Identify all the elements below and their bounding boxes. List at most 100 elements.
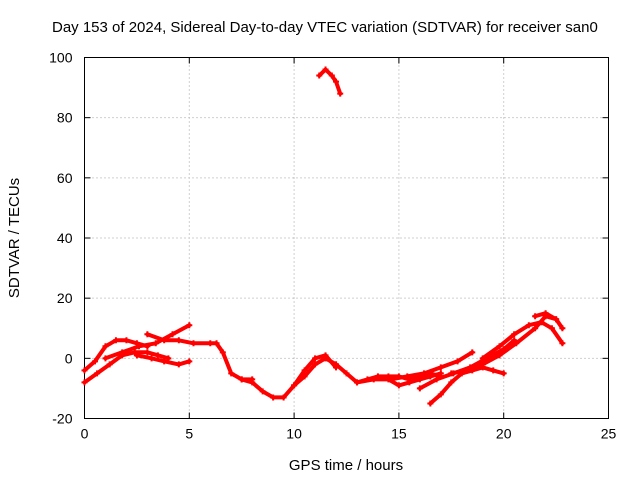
data-point	[94, 370, 101, 377]
data-point	[538, 319, 545, 326]
data-point	[106, 361, 113, 368]
data-point	[559, 325, 566, 332]
data-point	[525, 322, 532, 329]
series-arc-2	[81, 349, 172, 386]
data-point	[479, 361, 486, 368]
data-point	[190, 340, 197, 347]
data-point	[462, 367, 469, 374]
data-point	[427, 400, 434, 407]
y-tick-label: 100	[49, 50, 73, 66]
data-point	[81, 367, 88, 374]
y-tick-label: 80	[57, 110, 73, 126]
x-tick-label: 20	[496, 426, 512, 442]
y-tick-label: 60	[57, 170, 73, 186]
series-line	[145, 332, 255, 382]
data-point	[301, 373, 308, 380]
data-point	[175, 361, 182, 368]
data-point	[404, 373, 411, 380]
data-point	[144, 349, 151, 356]
data-point	[370, 376, 377, 383]
data-point	[353, 379, 360, 386]
data-point	[316, 72, 323, 79]
data-point	[133, 352, 140, 359]
data-point	[144, 331, 151, 338]
data-point	[312, 361, 319, 368]
data-point	[395, 382, 402, 389]
data-point	[238, 376, 245, 383]
data-point	[500, 370, 507, 377]
data-point	[81, 379, 88, 386]
data-point	[186, 358, 193, 365]
grid	[84, 57, 609, 419]
data-point	[291, 382, 298, 389]
series-arc-11	[385, 370, 444, 389]
data-point	[312, 355, 319, 362]
data-point	[427, 373, 434, 380]
data-point	[219, 349, 226, 356]
y-tick-label: 0	[65, 350, 73, 366]
data-point	[496, 343, 503, 350]
data-point	[328, 72, 335, 79]
series-arc-15	[479, 319, 566, 362]
data-point	[333, 361, 340, 368]
series-line	[239, 353, 338, 400]
data-point	[152, 340, 159, 347]
data-point	[175, 337, 182, 344]
plot-frame	[84, 57, 609, 419]
y-tick-label: 40	[57, 230, 73, 246]
data-point	[511, 337, 518, 344]
data-point	[169, 331, 176, 338]
series-arc-5	[144, 331, 256, 383]
data-point	[511, 331, 518, 338]
data-point	[469, 349, 476, 356]
x-tick-label: 15	[391, 426, 407, 442]
x-tick-label: 10	[286, 426, 302, 442]
data-point	[437, 391, 444, 398]
y-tick-label: 20	[57, 290, 73, 306]
data-point	[406, 379, 413, 386]
data-point	[553, 316, 560, 323]
data-point	[148, 355, 155, 362]
series-arc-7	[316, 66, 344, 97]
data-point	[454, 358, 461, 365]
y-tick-label: -20	[52, 411, 72, 427]
data-point	[479, 355, 486, 362]
data-point	[280, 394, 287, 401]
data-point	[102, 355, 109, 362]
data-point	[532, 313, 539, 320]
data-point	[154, 352, 161, 359]
data-point	[91, 358, 98, 365]
data-point	[161, 358, 168, 365]
x-tick-label: 0	[81, 426, 89, 442]
data-point	[333, 78, 340, 85]
series-arc-8	[291, 355, 340, 389]
series-arc-4	[133, 352, 193, 368]
data-point	[542, 310, 549, 317]
data-point	[559, 340, 566, 347]
series-arc-3	[102, 322, 193, 362]
chart-title: Day 153 of 2024, Sidereal Day-to-day VTE…	[52, 19, 598, 36]
data-point	[186, 322, 193, 329]
data-point	[416, 385, 423, 392]
data-point	[131, 349, 138, 356]
x-axis-label: GPS time / hours	[289, 457, 403, 474]
data-point	[496, 352, 503, 359]
data-point	[322, 355, 329, 362]
data-point	[548, 325, 555, 332]
data-point	[135, 343, 142, 350]
data-point	[112, 337, 119, 344]
data-point	[337, 90, 344, 97]
data-point	[433, 376, 440, 383]
data-point	[343, 370, 350, 377]
data-point	[102, 343, 109, 350]
data-point	[513, 340, 520, 347]
data-point	[416, 376, 423, 383]
data-point	[228, 370, 235, 377]
series-arc-6	[238, 352, 340, 401]
data-point	[259, 388, 266, 395]
data-point	[437, 364, 444, 371]
y-axis-label: SDTVAR / TECUs	[6, 178, 23, 298]
data-point	[207, 340, 214, 347]
x-tick-label: 25	[601, 426, 617, 442]
